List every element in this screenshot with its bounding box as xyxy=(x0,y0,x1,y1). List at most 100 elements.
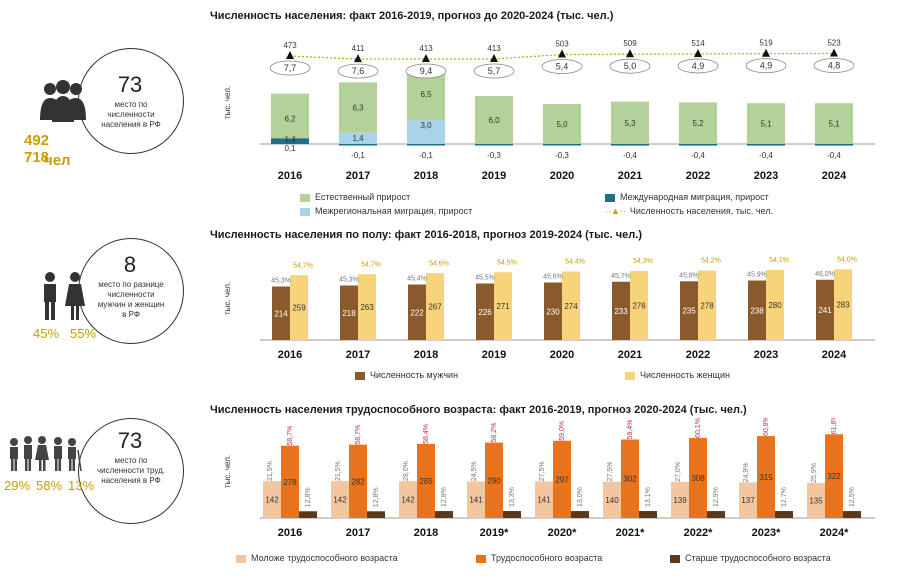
international-bar xyxy=(475,144,513,146)
male-pct-label: 45,8% xyxy=(679,272,699,279)
male-value-label: 222 xyxy=(410,308,424,317)
x-tick-label: 2023 xyxy=(754,170,778,182)
male-bar xyxy=(612,281,630,340)
x-tick-label: 2021* xyxy=(616,527,645,539)
male-value-label: 214 xyxy=(274,309,288,318)
male-value-label: 226 xyxy=(478,308,492,317)
x-tick-label: 2023* xyxy=(752,527,781,539)
female-value-label: 276 xyxy=(632,302,646,311)
chart-working-age: тыс. чел. 142 278 21,5% 58,7% 12,8% 2016 142 282… xyxy=(223,418,875,539)
legend3-young-swatch xyxy=(236,554,246,563)
male-pct-label: 45,3% xyxy=(339,277,359,284)
international-label: -0,1 xyxy=(419,151,433,160)
working-value-label: 308 xyxy=(691,474,705,483)
female-bar xyxy=(698,270,716,340)
population-marker xyxy=(490,54,498,62)
x-tick-label: 2022* xyxy=(684,527,713,539)
x-tick-label: 2024* xyxy=(820,527,849,539)
legend1-interregional: Межрегиональная миграция, прирост xyxy=(300,206,472,216)
population-value-label: 509 xyxy=(623,39,637,48)
old-pct-label: 12,8% xyxy=(441,487,448,507)
female-pct-label: 54,4% xyxy=(565,259,585,266)
growth-total-label: 4,8 xyxy=(828,61,841,71)
population-value-label: 514 xyxy=(691,39,705,48)
female-bar xyxy=(290,275,308,340)
international-label: -0,4 xyxy=(623,151,637,160)
pct-young: 29% xyxy=(4,478,31,493)
female-bar xyxy=(426,273,444,340)
legend1-natural: Естественный прирост xyxy=(300,192,410,202)
population-marker xyxy=(422,54,430,62)
population-value-label: 413 xyxy=(487,44,501,53)
old-pct-label: 12,9% xyxy=(713,487,720,507)
young-pct-label: 24,9% xyxy=(743,462,750,482)
old-bar xyxy=(503,511,521,518)
old-bar xyxy=(843,511,861,518)
female-pct-label: 54,7% xyxy=(293,262,313,269)
growth-total-label: 5,7 xyxy=(488,66,501,76)
female-pct-label: 54,0% xyxy=(837,256,857,263)
x-tick-label: 2023 xyxy=(754,349,778,361)
x-tick-label: 2020 xyxy=(550,170,574,182)
growth-total-ellipse xyxy=(677,58,719,74)
young-bar xyxy=(331,481,349,518)
population-value-label: 411 xyxy=(352,44,365,53)
growth-total-label: 5,0 xyxy=(624,61,637,71)
international-bar xyxy=(679,144,717,146)
population-marker xyxy=(558,49,566,58)
population-marker xyxy=(354,54,362,63)
growth-total-ellipse xyxy=(405,63,447,79)
international-label: -0,4 xyxy=(827,151,841,160)
international-bar xyxy=(815,144,853,146)
working-pct-label: 61,6% xyxy=(831,418,838,434)
working-bar xyxy=(757,436,775,518)
working-bar xyxy=(485,442,503,518)
male-bar xyxy=(748,280,766,340)
young-value-label: 142 xyxy=(401,496,415,505)
male-value-label: 218 xyxy=(342,309,356,318)
people-group-icon xyxy=(40,80,86,122)
natural-growth-label: 5,3 xyxy=(624,119,636,128)
interregional-label: 0,1 xyxy=(284,144,296,153)
male-pct-label: 45,7% xyxy=(611,273,631,280)
legend1-international-swatch xyxy=(605,193,615,202)
female-value-label: 267 xyxy=(428,303,442,312)
male-bar xyxy=(408,284,426,340)
growth-total-ellipse xyxy=(473,63,515,79)
chart-population: тыс. чел. 6,20,11,44737,720166,31,4-0,141… xyxy=(223,39,875,182)
working-value-label: 302 xyxy=(623,475,637,484)
x-tick-label: 2018 xyxy=(414,527,438,539)
panel1-title: Численность населения: факт 2016-2019, п… xyxy=(210,10,614,22)
natural-growth-bar xyxy=(815,103,853,144)
working-pct-label: 58,4% xyxy=(423,424,430,444)
x-tick-label: 2024 xyxy=(822,170,847,182)
natural-growth-bar xyxy=(271,93,309,144)
population-marker xyxy=(626,49,634,58)
x-tick-label: 2019* xyxy=(480,527,509,539)
male-pct-label: 45,6% xyxy=(543,274,563,281)
male-pct-label: 46,0% xyxy=(815,271,835,278)
international-bar xyxy=(339,144,377,146)
interregional-label: 3,0 xyxy=(420,121,432,130)
natural-growth-bar xyxy=(611,101,649,144)
growth-total-label: 4,9 xyxy=(692,61,705,71)
female-pct-label: 54,2% xyxy=(701,258,721,265)
working-value-label: 285 xyxy=(419,477,433,486)
legend1-population-label: Численность населения, тыс. чел. xyxy=(629,206,773,216)
young-bar xyxy=(263,481,281,518)
old-bar xyxy=(775,511,793,518)
old-bar xyxy=(639,511,657,518)
young-value-label: 142 xyxy=(265,496,279,505)
female-value-label: 274 xyxy=(564,302,578,311)
young-bar xyxy=(535,481,553,518)
young-bar xyxy=(399,481,417,518)
working-bar xyxy=(689,437,707,518)
young-value-label: 141 xyxy=(469,496,483,505)
female-pct-label: 54,3% xyxy=(633,258,653,265)
x-tick-label: 2017 xyxy=(346,349,370,361)
working-value-label: 322 xyxy=(827,472,841,481)
growth-total-label: 5,4 xyxy=(556,62,569,72)
x-tick-label: 2016 xyxy=(278,349,302,361)
natural-growth-label: 5,0 xyxy=(556,120,568,129)
population-value-label: 523 xyxy=(827,39,841,48)
